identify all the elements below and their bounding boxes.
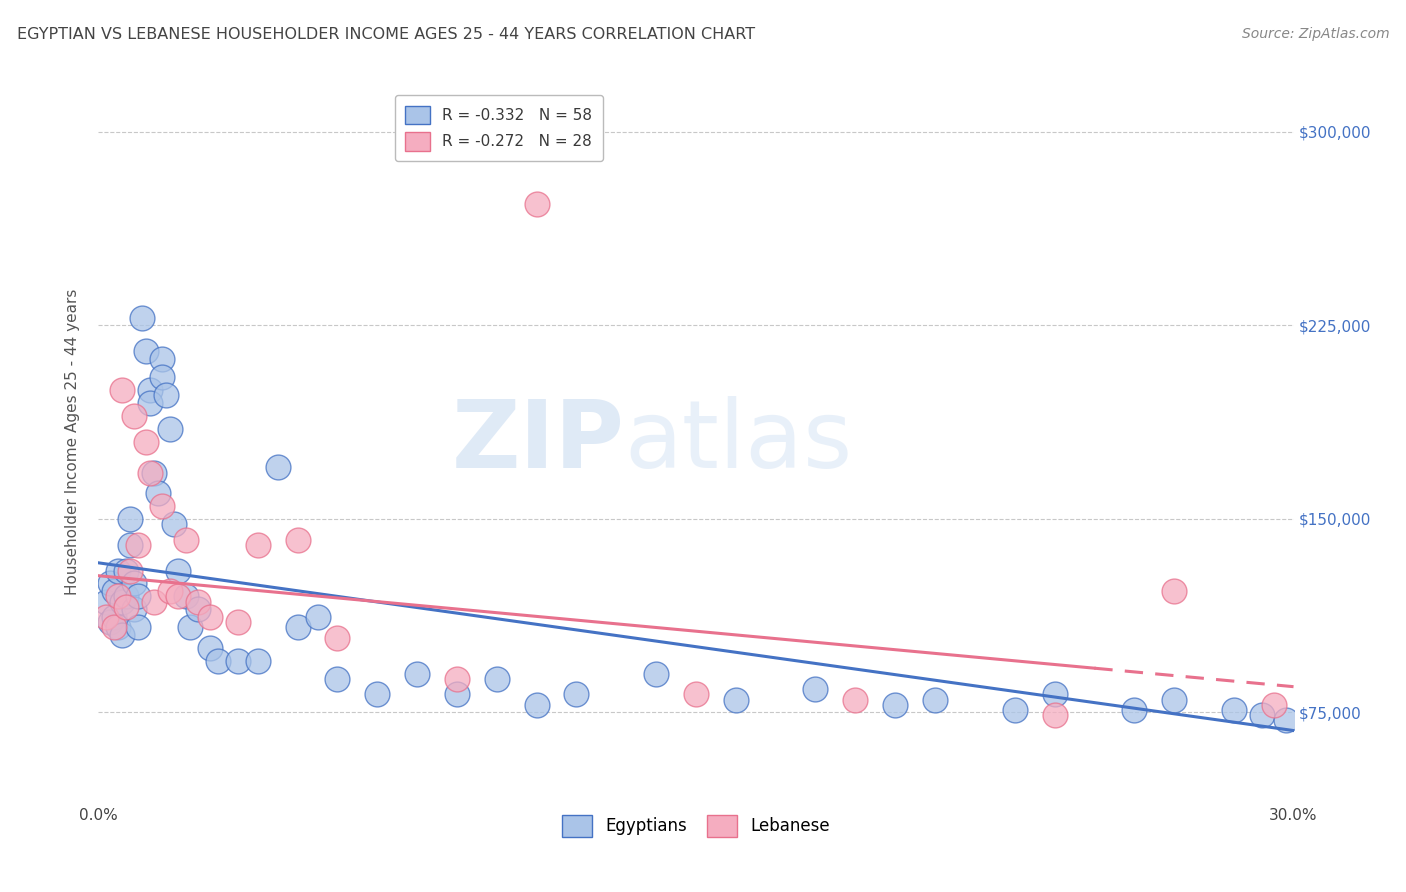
Point <box>103 610 125 624</box>
Point <box>115 564 138 578</box>
Text: EGYPTIAN VS LEBANESE HOUSEHOLDER INCOME AGES 25 - 44 YEARS CORRELATION CHART: EGYPTIAN VS LEBANESE HOUSEHOLDER INCOME … <box>17 27 755 42</box>
Point <box>526 698 548 712</box>
Point <box>96 594 118 608</box>
Point <box>127 590 149 604</box>
Point <box>446 672 468 686</box>
Point <box>115 599 138 614</box>
Point <box>135 434 157 449</box>
Point <box>174 533 197 547</box>
Point <box>163 517 186 532</box>
Point <box>139 383 162 397</box>
Point <box>150 499 173 513</box>
Point <box>96 610 118 624</box>
Point <box>287 533 309 547</box>
Point <box>326 672 349 686</box>
Point <box>143 594 166 608</box>
Point <box>485 672 508 686</box>
Point <box>120 538 142 552</box>
Point <box>98 576 122 591</box>
Point <box>174 590 197 604</box>
Point <box>124 409 146 423</box>
Point <box>179 620 201 634</box>
Point <box>111 594 134 608</box>
Point <box>198 640 221 655</box>
Point <box>267 460 290 475</box>
Point <box>307 610 329 624</box>
Point <box>148 486 170 500</box>
Point <box>884 698 907 712</box>
Point <box>924 692 946 706</box>
Point <box>326 631 349 645</box>
Point <box>1163 692 1185 706</box>
Point <box>143 466 166 480</box>
Point <box>526 197 548 211</box>
Point <box>127 620 149 634</box>
Point <box>1263 698 1285 712</box>
Point <box>127 538 149 552</box>
Point <box>406 666 429 681</box>
Point <box>804 682 827 697</box>
Point <box>124 576 146 591</box>
Point <box>139 466 162 480</box>
Point <box>1043 687 1066 701</box>
Point <box>124 602 146 616</box>
Point <box>159 422 181 436</box>
Point <box>1043 708 1066 723</box>
Point <box>98 615 122 630</box>
Point <box>246 538 269 552</box>
Point <box>107 620 129 634</box>
Point <box>1123 703 1146 717</box>
Text: atlas: atlas <box>624 395 852 488</box>
Point <box>187 602 209 616</box>
Point <box>155 388 177 402</box>
Point <box>226 615 249 630</box>
Point <box>135 344 157 359</box>
Point <box>111 628 134 642</box>
Point <box>645 666 668 681</box>
Point <box>724 692 747 706</box>
Point <box>446 687 468 701</box>
Point <box>111 383 134 397</box>
Point <box>139 396 162 410</box>
Text: ZIP: ZIP <box>451 395 624 488</box>
Point <box>366 687 388 701</box>
Point <box>167 590 190 604</box>
Point <box>167 564 190 578</box>
Legend: Egyptians, Lebanese: Egyptians, Lebanese <box>554 807 838 845</box>
Point <box>685 687 707 701</box>
Point <box>1250 708 1272 723</box>
Point <box>107 564 129 578</box>
Point <box>1274 713 1296 727</box>
Point <box>187 594 209 608</box>
Point <box>1004 703 1026 717</box>
Point <box>1163 584 1185 599</box>
Text: Source: ZipAtlas.com: Source: ZipAtlas.com <box>1241 27 1389 41</box>
Point <box>120 512 142 526</box>
Point <box>844 692 866 706</box>
Point <box>103 584 125 599</box>
Point <box>1223 703 1246 717</box>
Point <box>287 620 309 634</box>
Point <box>150 351 173 366</box>
Point <box>159 584 181 599</box>
Point <box>107 590 129 604</box>
Point <box>246 654 269 668</box>
Point <box>565 687 588 701</box>
Point <box>226 654 249 668</box>
Point <box>131 310 153 325</box>
Point <box>120 564 142 578</box>
Y-axis label: Householder Income Ages 25 - 44 years: Householder Income Ages 25 - 44 years <box>65 288 80 595</box>
Point <box>207 654 229 668</box>
Point <box>198 610 221 624</box>
Point <box>115 590 138 604</box>
Point <box>103 620 125 634</box>
Point <box>150 370 173 384</box>
